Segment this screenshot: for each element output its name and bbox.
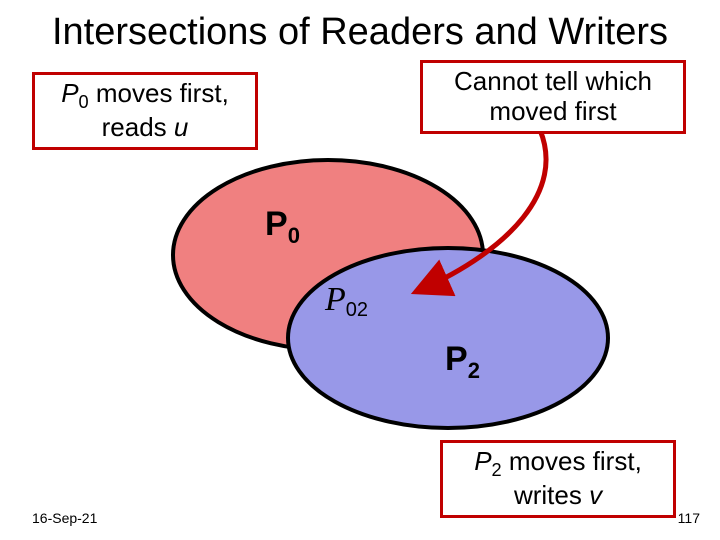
footer-page: 117 (678, 510, 700, 526)
callout-p2-line1: P2 moves first, (453, 447, 663, 481)
callout-cannot-line1: Cannot tell which (433, 67, 673, 97)
callout-p0-line1: P0 moves first, (45, 79, 245, 113)
callout-cannot: Cannot tell which moved first (420, 60, 686, 134)
footer-date: 16-Sep-21 (32, 510, 97, 526)
callout-p2: P2 moves first, writes v (440, 440, 676, 518)
callout-p0-line2: reads u (45, 113, 245, 143)
callout-p2-line2: writes v (453, 481, 663, 511)
callout-p0: P0 moves first, reads u (32, 72, 258, 150)
callout-cannot-line2: moved first (433, 97, 673, 127)
